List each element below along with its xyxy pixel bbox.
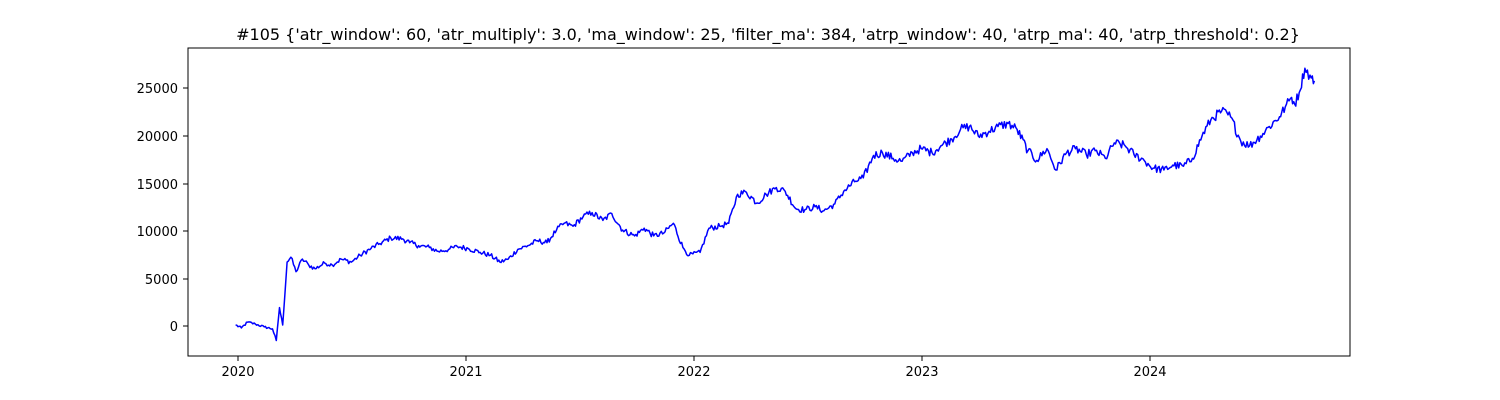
- data-series-line: [235, 67, 1316, 342]
- y-tick-label: 10000: [137, 225, 178, 240]
- y-tick-label: 0: [170, 320, 178, 335]
- x-tick-label: 2023: [905, 365, 938, 380]
- x-tick-label: 2024: [1133, 365, 1166, 380]
- x-tick-label: 2022: [677, 365, 710, 380]
- y-tick-label: 15000: [137, 178, 178, 193]
- y-tick-label: 20000: [137, 130, 178, 145]
- plot-area-frame: [187, 47, 1351, 357]
- chart-title: #105 {'atr_window': 60, 'atr_multiply': …: [236, 25, 1300, 45]
- x-tick-label: 2020: [221, 365, 254, 380]
- x-tick-label: 2021: [449, 365, 482, 380]
- y-tick-label: 5000: [145, 273, 178, 288]
- y-tick-label: 25000: [137, 82, 178, 97]
- y-axis: 0 5000 10000 15000 20000 25000: [137, 82, 188, 335]
- x-axis: 2020 2021 2022 2023 2024: [221, 356, 1167, 380]
